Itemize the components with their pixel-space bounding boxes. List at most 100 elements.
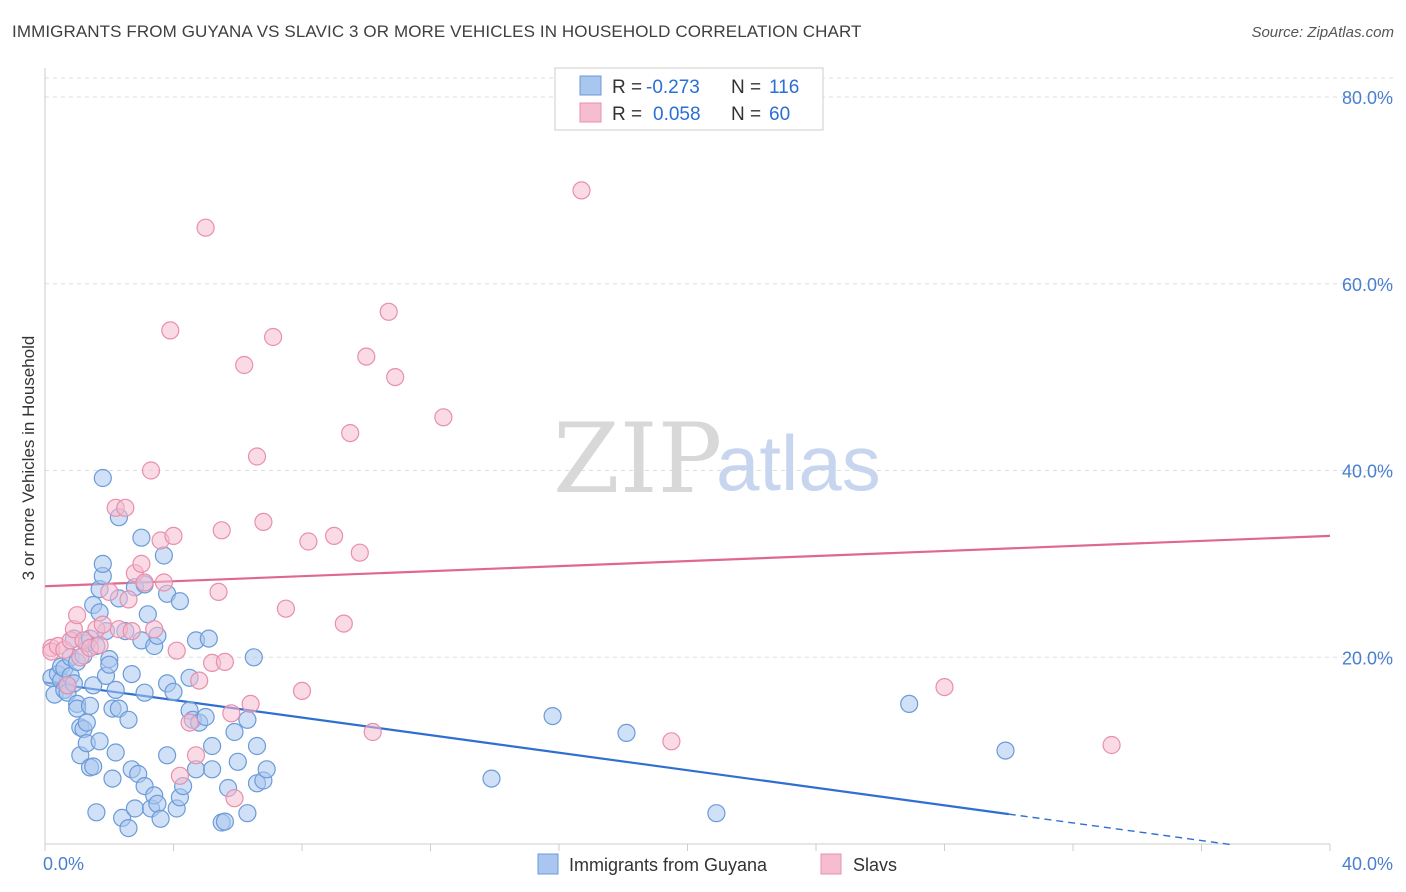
point-slavs-27: [161, 321, 180, 340]
point-slavs-18: [119, 590, 138, 609]
legend-bottom-label-slavs: Slavs: [853, 855, 897, 875]
point-slavs-59: [662, 732, 681, 751]
point-slavs-53: [357, 347, 376, 366]
trend-line-slavs: [44, 534, 1331, 588]
point-guyana-103: [707, 804, 726, 823]
point-guyana-41: [103, 769, 122, 788]
legend-bottom-swatch-guyana: [537, 853, 559, 875]
legend-correlation: R = -0.273 N = 116 R = 0.058 N = 60: [554, 67, 824, 131]
point-guyana-96: [247, 736, 267, 756]
watermark: ZIP atlas: [553, 403, 881, 515]
point-guyana-85: [199, 629, 218, 648]
point-guyana-99: [257, 760, 276, 779]
point-guyana-92: [228, 752, 247, 771]
legend-series: Immigrants from Guyana Slavs: [537, 853, 897, 875]
point-guyana-27: [84, 757, 103, 776]
y-tick-label-1: 40.0%: [1342, 462, 1393, 482]
point-guyana-93: [238, 710, 257, 729]
point-guyana-35: [93, 554, 112, 574]
point-guyana-105: [996, 741, 1015, 760]
legend-r-label-slavs: R =: [612, 104, 642, 125]
x-tick-label-0: 0.0%: [43, 854, 84, 874]
point-guyana-100: [482, 769, 501, 788]
point-slavs-58: [572, 181, 591, 200]
y-tick-label-2: 60.0%: [1342, 275, 1393, 295]
point-guyana-94: [238, 804, 257, 823]
point-guyana-67: [148, 794, 167, 813]
series-guyana: [42, 468, 1015, 838]
point-slavs-51: [341, 424, 360, 443]
point-guyana-36: [93, 468, 112, 488]
point-slavs-47: [292, 681, 312, 701]
point-slavs-42: [241, 694, 260, 714]
point-slavs-55: [379, 302, 398, 321]
point-slavs-49: [325, 526, 344, 546]
point-guyana-60: [135, 683, 154, 702]
point-guyana-40: [100, 655, 119, 674]
point-guyana-68: [151, 809, 170, 828]
point-slavs-41: [235, 355, 254, 375]
point-slavs-46: [276, 599, 295, 618]
y-tick-label-0: 20.0%: [1342, 648, 1393, 668]
point-slavs-45: [264, 327, 283, 347]
point-slavs-4: [58, 676, 77, 695]
legend-n-label-slavs: N =: [731, 104, 761, 125]
point-slavs-32: [186, 746, 206, 765]
point-slavs-34: [196, 218, 215, 237]
point-slavs-30: [170, 766, 189, 785]
legend-n-label-guyana: N =: [731, 77, 761, 98]
point-guyana-69: [154, 546, 173, 565]
point-slavs-14: [100, 582, 119, 602]
point-slavs-44: [254, 512, 273, 532]
legend-r-label-guyana: R =: [612, 77, 642, 98]
legend-n-value-slavs: 60: [769, 104, 790, 125]
point-guyana-51: [119, 818, 138, 838]
legend-n-value-guyana: 116: [769, 77, 799, 98]
legend-bottom-label-guyana: Immigrants from Guyana: [569, 855, 768, 875]
point-guyana-89: [215, 812, 234, 831]
point-slavs-28: [164, 526, 183, 546]
point-slavs-39: [222, 704, 241, 723]
point-slavs-61: [1102, 735, 1121, 755]
point-slavs-29: [167, 641, 186, 660]
point-guyana-73: [164, 682, 183, 701]
point-slavs-24: [145, 620, 164, 639]
chart-source: Source: ZipAtlas.com: [1251, 24, 1394, 41]
point-guyana-84: [196, 707, 215, 727]
watermark-atlas: atlas: [716, 419, 881, 507]
point-slavs-43: [247, 447, 267, 466]
point-slavs-50: [334, 614, 353, 633]
point-guyana-87: [203, 760, 222, 779]
point-slavs-60: [935, 677, 954, 697]
x-tick-label-1: 40.0%: [1342, 854, 1393, 874]
legend-r-value-guyana: -0.273: [646, 77, 700, 98]
point-guyana-53: [122, 664, 141, 684]
trend-line-guyana: [44, 681, 1009, 816]
point-slavs-56: [386, 368, 405, 387]
legend-r-value-slavs: 0.058: [653, 104, 701, 125]
point-slavs-40: [225, 789, 244, 808]
point-slavs-13: [93, 615, 112, 634]
y-axis-label: 3 or more Vehicles in Household: [19, 336, 38, 581]
point-guyana-71: [158, 746, 177, 765]
trend-lines: [44, 534, 1331, 846]
point-guyana-101: [543, 706, 562, 726]
axes: 20.0% 40.0% 60.0% 80.0% 0.0% 40.0%: [43, 68, 1393, 874]
legend-swatch-guyana: [579, 75, 602, 96]
point-slavs-21: [132, 554, 151, 574]
chart-title: IMMIGRANTS FROM GUYANA VS SLAVIC 3 OR MO…: [12, 22, 862, 41]
point-guyana-102: [617, 723, 636, 743]
point-guyana-86: [203, 736, 222, 756]
point-slavs-48: [299, 532, 318, 551]
point-slavs-38: [215, 652, 234, 672]
point-guyana-21: [77, 713, 96, 732]
legend-bottom-swatch-slavs: [820, 853, 842, 875]
point-guyana-24: [80, 696, 100, 715]
point-guyana-55: [125, 799, 144, 818]
data-points: [42, 181, 1121, 838]
series-slavs: [42, 181, 1121, 808]
point-slavs-19: [122, 621, 141, 641]
watermark-zip: ZIP: [553, 403, 722, 515]
point-guyana-43: [106, 680, 125, 700]
